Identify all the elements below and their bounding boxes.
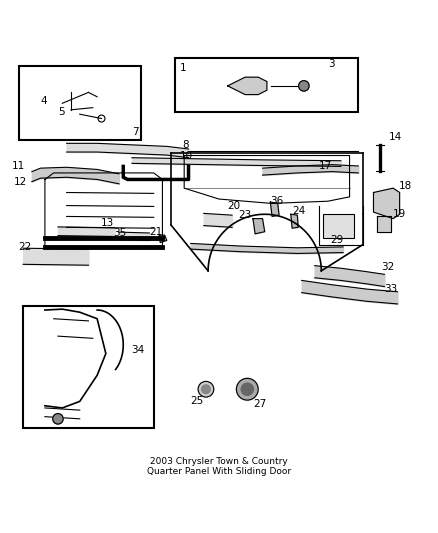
Text: 21: 21 [149,227,162,237]
Bar [176,58,358,112]
Text: 33: 33 [385,284,398,294]
Text: 14: 14 [389,132,402,142]
Text: 32: 32 [381,262,394,272]
Polygon shape [253,219,265,234]
Polygon shape [374,188,399,219]
Bar [19,66,141,140]
Text: 34: 34 [131,345,145,355]
Circle shape [299,80,309,91]
Text: 25: 25 [191,397,204,407]
Polygon shape [159,235,167,243]
Text: 7: 7 [132,127,138,138]
Text: 17: 17 [319,161,332,172]
Text: 35: 35 [113,228,127,238]
Text: 2003 Chrysler Town & Country
Quarter Panel With Sliding Door: 2003 Chrysler Town & Country Quarter Pan… [147,457,291,477]
Text: 4: 4 [40,96,47,106]
Text: 20: 20 [228,201,241,212]
Text: 23: 23 [238,210,252,220]
Bar [23,305,154,427]
Polygon shape [291,214,298,228]
Text: 22: 22 [18,242,32,252]
Text: 3: 3 [328,59,335,69]
Text: 19: 19 [393,209,406,219]
Circle shape [201,385,210,393]
Circle shape [237,378,258,400]
Text: 10: 10 [180,151,193,161]
Text: 1: 1 [180,63,186,74]
Text: 27: 27 [253,399,266,409]
Text: 11: 11 [12,161,25,172]
Text: 5: 5 [58,107,64,117]
Text: 13: 13 [100,218,114,228]
Bar [323,214,354,238]
Text: 8: 8 [182,140,188,150]
Circle shape [198,382,214,397]
Text: 29: 29 [330,236,343,245]
Text: 12: 12 [14,176,27,187]
Polygon shape [228,77,267,94]
Circle shape [241,383,253,395]
Text: 24: 24 [292,206,305,216]
Text: 36: 36 [270,196,284,206]
Text: 18: 18 [399,181,412,191]
Circle shape [53,414,63,424]
Polygon shape [270,202,279,216]
Polygon shape [377,216,391,232]
